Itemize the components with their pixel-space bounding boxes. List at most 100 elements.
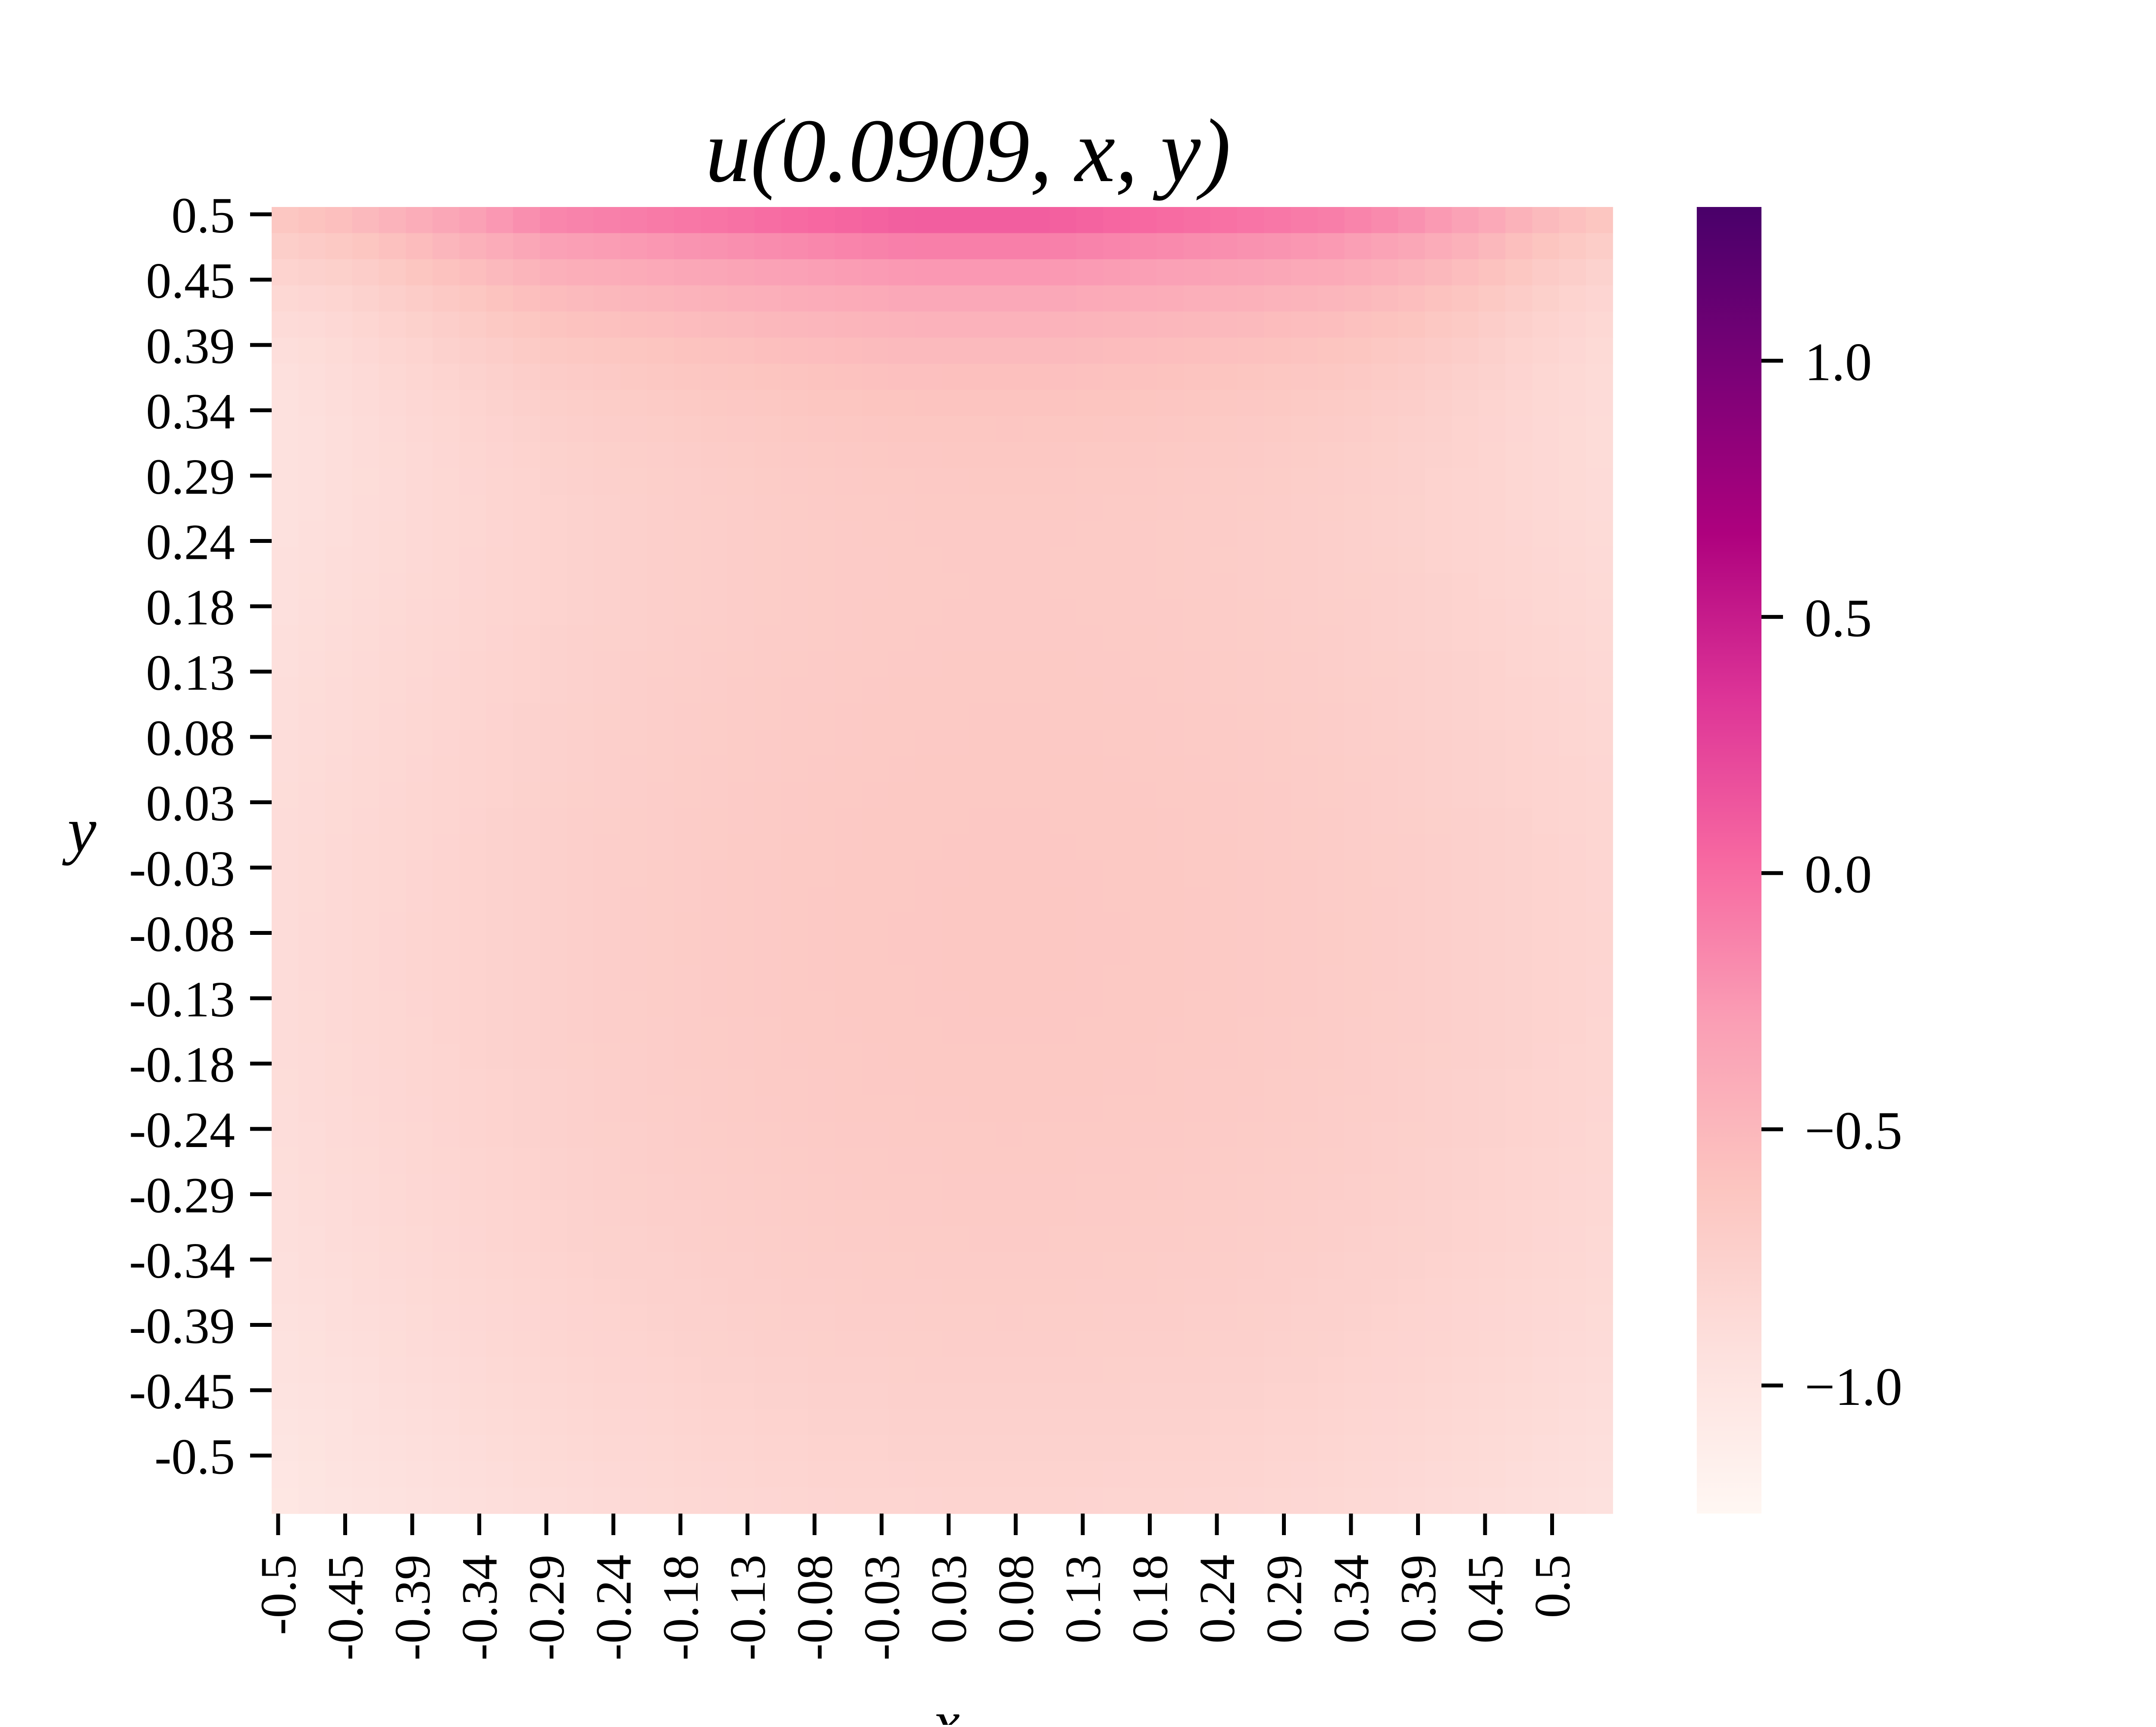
heatmap-cell <box>862 677 889 704</box>
heatmap-cell <box>1479 1174 1506 1200</box>
heatmap-cell <box>1264 625 1291 652</box>
heatmap-cell <box>754 285 782 312</box>
heatmap-cell <box>1291 1461 1318 1488</box>
heatmap-cell <box>647 1409 674 1436</box>
heatmap-cell <box>1559 233 1586 260</box>
heatmap-cell <box>781 1226 808 1253</box>
heatmap-cell <box>1586 1147 1613 1174</box>
heatmap-cell <box>325 1147 353 1174</box>
heatmap-cell <box>352 651 379 678</box>
heatmap-cell <box>1049 338 1077 364</box>
heatmap-cell <box>432 442 460 469</box>
heatmap-cell <box>1156 390 1184 417</box>
heatmap-cell <box>781 1200 808 1227</box>
heatmap-cell <box>406 1357 433 1383</box>
heatmap-cell <box>888 808 916 835</box>
heatmap-cell <box>1264 1252 1291 1279</box>
heatmap-cell <box>1130 1200 1157 1227</box>
heatmap-cell <box>1237 338 1265 364</box>
heatmap-cell <box>379 808 406 835</box>
heatmap-cell <box>674 1252 701 1279</box>
heatmap-cell <box>1183 285 1211 312</box>
heatmap-cell <box>540 1409 567 1436</box>
heatmap-cell <box>1532 808 1560 835</box>
heatmap-cell <box>1586 1252 1613 1279</box>
heatmap-cell <box>1022 1278 1050 1305</box>
heatmap-cell <box>1264 1200 1291 1227</box>
heatmap-cell <box>862 782 889 809</box>
heatmap-cell <box>1317 1278 1345 1305</box>
heatmap-cell <box>352 808 379 835</box>
heatmap-cell <box>1076 1409 1103 1436</box>
heatmap-cell <box>352 442 379 469</box>
heatmap-cell <box>406 1200 433 1227</box>
heatmap-cell <box>1586 1409 1613 1436</box>
heatmap-cell <box>808 677 835 704</box>
heatmap-cell <box>1076 233 1103 260</box>
heatmap-cell <box>1586 912 1613 939</box>
heatmap-cell <box>1076 1174 1103 1200</box>
heatmap-cell <box>1344 938 1372 965</box>
heatmap-cell <box>486 834 514 861</box>
heatmap-cell <box>674 233 701 260</box>
heatmap-cell <box>272 965 299 991</box>
heatmap-cell <box>915 1409 943 1436</box>
heatmap-cell <box>352 1226 379 1253</box>
heatmap-cell <box>942 207 969 234</box>
heatmap-cell <box>647 1226 674 1253</box>
heatmap-cell <box>325 1017 353 1044</box>
heatmap-cell <box>701 1174 728 1200</box>
heatmap-cell <box>1398 259 1426 286</box>
heatmap-cell <box>754 1252 782 1279</box>
heatmap-cell <box>754 991 782 1018</box>
heatmap-cell <box>1371 338 1399 364</box>
heatmap-cell <box>1183 1252 1211 1279</box>
heatmap-cell <box>1130 207 1157 234</box>
heatmap-cell <box>1451 442 1479 469</box>
heatmap-cell <box>620 573 648 599</box>
heatmap-cell <box>1317 1017 1345 1044</box>
heatmap-cells <box>272 207 1613 1514</box>
heatmap-cell <box>593 1017 621 1044</box>
heatmap-cell <box>915 1226 943 1253</box>
heatmap-cell <box>1586 1461 1613 1488</box>
heatmap-cell <box>540 703 567 730</box>
heatmap-cell <box>620 1226 648 1253</box>
heatmap-cell <box>1291 782 1318 809</box>
heatmap-cell <box>1559 1226 1586 1253</box>
heatmap-cell <box>942 1017 969 1044</box>
heatmap-cell <box>647 468 674 495</box>
heatmap-cell <box>593 494 621 521</box>
heatmap-cell <box>593 755 621 782</box>
heatmap-cell <box>352 1330 379 1357</box>
heatmap-cell <box>915 207 943 234</box>
y-tick-label: 0.39 <box>146 318 235 374</box>
heatmap-cell <box>513 912 540 939</box>
heatmap-cell <box>835 1147 862 1174</box>
heatmap-cell <box>459 390 487 417</box>
heatmap-cell <box>1264 207 1291 234</box>
heatmap-cell <box>969 912 997 939</box>
heatmap-cell <box>1344 1226 1372 1253</box>
heatmap-cell <box>298 1409 326 1436</box>
heatmap-cell <box>1130 1461 1157 1488</box>
heatmap-cell <box>1049 886 1077 913</box>
heatmap-cell <box>727 311 755 338</box>
heatmap-cell <box>513 1147 540 1174</box>
heatmap-cell <box>647 1252 674 1279</box>
heatmap-cell <box>272 364 299 390</box>
heatmap-cell <box>272 1435 299 1462</box>
heatmap-cell <box>1076 677 1103 704</box>
heatmap-cell <box>1425 1174 1452 1200</box>
heatmap-cell <box>915 703 943 730</box>
heatmap-cell <box>325 1174 353 1200</box>
heatmap-cell <box>1210 573 1238 599</box>
heatmap-cell <box>808 442 835 469</box>
heatmap-cell <box>781 207 808 234</box>
heatmap-cell <box>567 991 594 1018</box>
heatmap-cell <box>540 938 567 965</box>
heatmap-cell <box>352 285 379 312</box>
heatmap-cell <box>1505 651 1533 678</box>
heatmap-cell <box>1022 442 1050 469</box>
